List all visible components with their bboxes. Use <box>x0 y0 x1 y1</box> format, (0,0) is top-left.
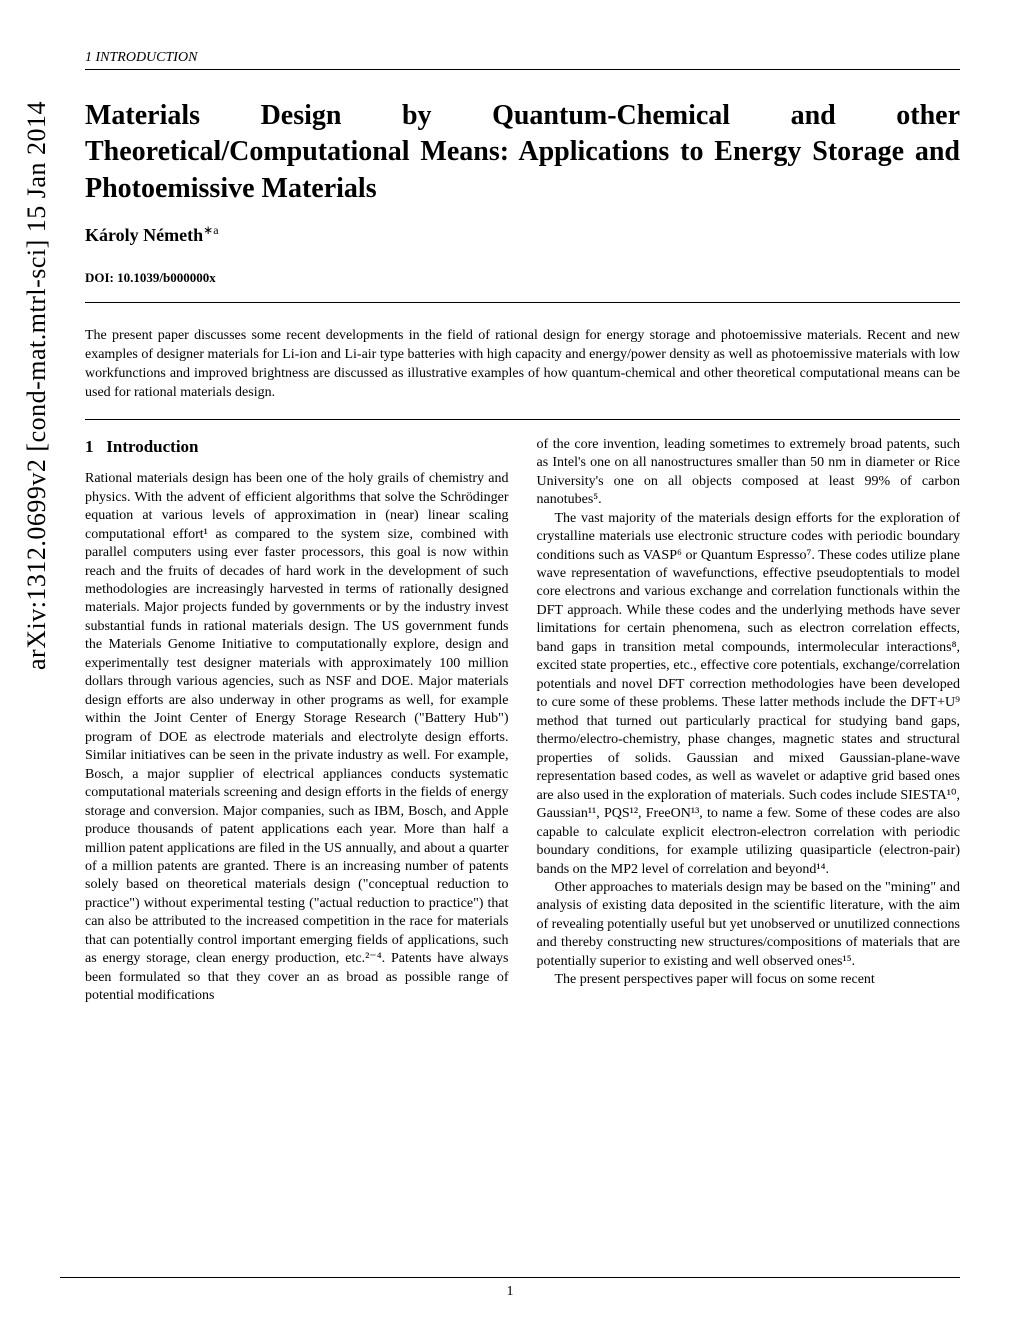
author-line: Károly Németh∗a <box>85 225 960 246</box>
page-content: 1 INTRODUCTION Materials Design by Quant… <box>85 50 960 1006</box>
body-paragraph: Other approaches to materials design may… <box>537 879 961 971</box>
abstract-text: The present paper discusses some recent … <box>85 327 960 420</box>
body-paragraph: The vast majority of the materials desig… <box>537 510 961 879</box>
section-heading: 1 Introduction <box>85 436 509 458</box>
left-column: 1 Introduction Rational materials design… <box>85 436 509 1006</box>
doi-line: DOI: 10.1039/b000000x <box>85 270 960 303</box>
paper-title: Materials Design by Quantum-Chemical and… <box>85 98 960 207</box>
section-number: 1 <box>85 437 94 456</box>
arxiv-identifier: arXiv:1312.0699v2 [cond-mat.mtrl-sci] 15… <box>22 101 52 670</box>
body-paragraph: The present perspectives paper will focu… <box>537 971 961 989</box>
page-number: 1 <box>60 1277 960 1300</box>
running-header: 1 INTRODUCTION <box>85 50 960 70</box>
body-paragraph: Rational materials design has been one o… <box>85 470 509 1006</box>
two-column-body: 1 Introduction Rational materials design… <box>85 436 960 1006</box>
section-title: Introduction <box>106 437 198 456</box>
author-name: Károly Németh <box>85 225 203 245</box>
author-affiliation-marker: ∗a <box>203 223 218 237</box>
body-paragraph: of the core invention, leading sometimes… <box>537 436 961 510</box>
right-column: of the core invention, leading sometimes… <box>537 436 961 1006</box>
